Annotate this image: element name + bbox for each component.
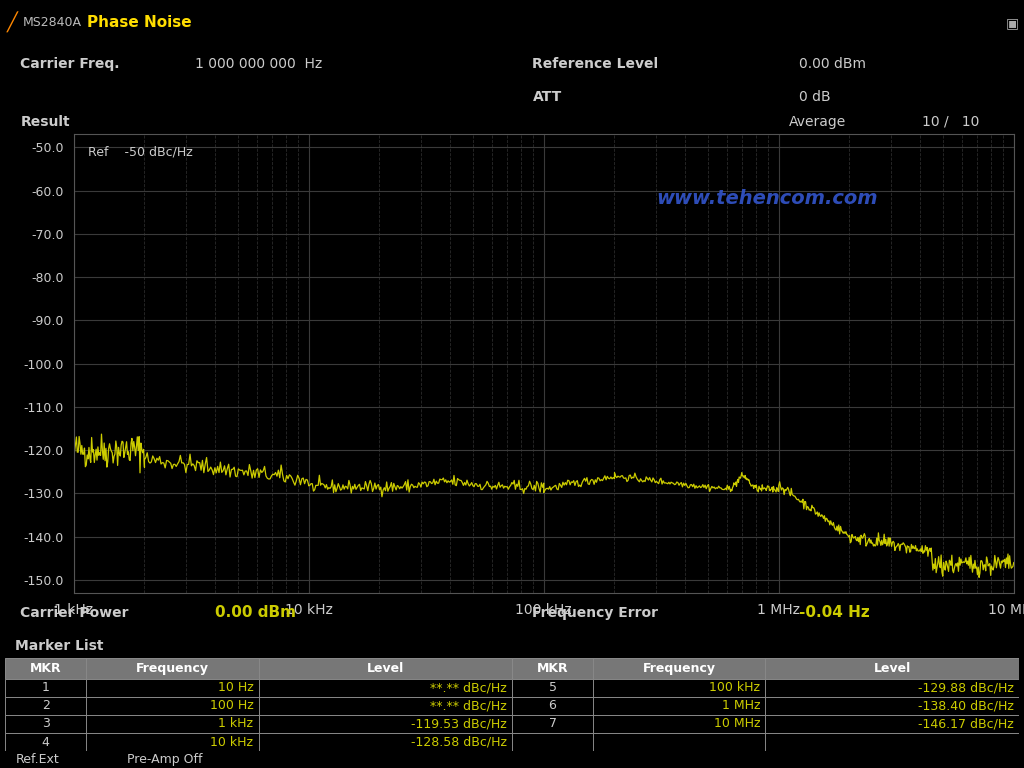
Bar [512,733,1019,751]
Text: Ref.Ext: Ref.Ext [15,753,59,766]
Bar [5,658,512,679]
Text: Pre-Amp Off: Pre-Amp Off [127,753,203,766]
Text: Level: Level [873,662,910,675]
Text: 10 kHz: 10 kHz [211,736,254,749]
Text: ╱: ╱ [7,12,18,33]
Text: Ref    -50 dBc/Hz: Ref -50 dBc/Hz [88,146,193,159]
Text: 10 Hz: 10 Hz [218,681,254,694]
Text: Frequency: Frequency [136,662,209,675]
Text: 10 /   10: 10 / 10 [922,114,979,129]
Text: Reference Level: Reference Level [532,57,658,71]
Text: 100 Hz: 100 Hz [210,700,254,712]
Text: 4: 4 [42,736,49,749]
Text: 0.00 dBm: 0.00 dBm [215,605,296,621]
Text: 100 kHz: 100 kHz [710,681,761,694]
Text: 10 MHz: 10 MHz [714,717,761,730]
Text: -0.04 Hz: -0.04 Hz [799,605,869,621]
Text: 1 MHz: 1 MHz [722,700,761,712]
Text: 1 000 000 000  Hz: 1 000 000 000 Hz [195,57,322,71]
Text: MKR: MKR [537,662,568,675]
Text: **.** dBc/Hz: **.** dBc/Hz [430,700,507,712]
Text: 1: 1 [42,681,49,694]
Bar [5,679,512,697]
Text: -146.17 dBc/Hz: -146.17 dBc/Hz [919,717,1014,730]
Text: -129.88 dBc/Hz: -129.88 dBc/Hz [918,681,1014,694]
Bar [512,658,1019,679]
Text: Level: Level [367,662,403,675]
Text: MS2840A: MS2840A [23,16,82,29]
Text: 3: 3 [42,717,49,730]
Text: Carrier Power: Carrier Power [20,606,129,620]
Text: Average: Average [788,114,846,129]
Text: MKR: MKR [30,662,61,675]
Text: 2: 2 [42,700,49,712]
Text: 1 kHz: 1 kHz [218,717,254,730]
Bar [5,733,512,751]
Text: 7: 7 [549,717,557,730]
Text: **.** dBc/Hz: **.** dBc/Hz [430,681,507,694]
Text: Phase Noise: Phase Noise [87,15,191,31]
Text: 6: 6 [549,700,556,712]
Text: ATT: ATT [532,91,562,104]
Text: -128.58 dBc/Hz: -128.58 dBc/Hz [411,736,507,749]
Text: Frequency Error: Frequency Error [532,606,658,620]
Bar [5,697,512,715]
Text: Frequency: Frequency [643,662,716,675]
Bar [512,679,1019,697]
Text: -119.53 dBc/Hz: -119.53 dBc/Hz [412,717,507,730]
Text: 0 dB: 0 dB [799,91,830,104]
Text: 0.00 dBm: 0.00 dBm [799,57,865,71]
Bar [512,715,1019,733]
Text: www.tehencom.com: www.tehencom.com [656,190,879,208]
Text: -138.40 dBc/Hz: -138.40 dBc/Hz [918,700,1014,712]
Bar [512,697,1019,715]
Text: Result: Result [20,114,70,129]
Text: Carrier Freq.: Carrier Freq. [20,57,120,71]
Text: 5: 5 [549,681,557,694]
Text: Marker List: Marker List [15,639,103,653]
Bar [5,715,512,733]
Text: ▣: ▣ [1006,16,1019,30]
